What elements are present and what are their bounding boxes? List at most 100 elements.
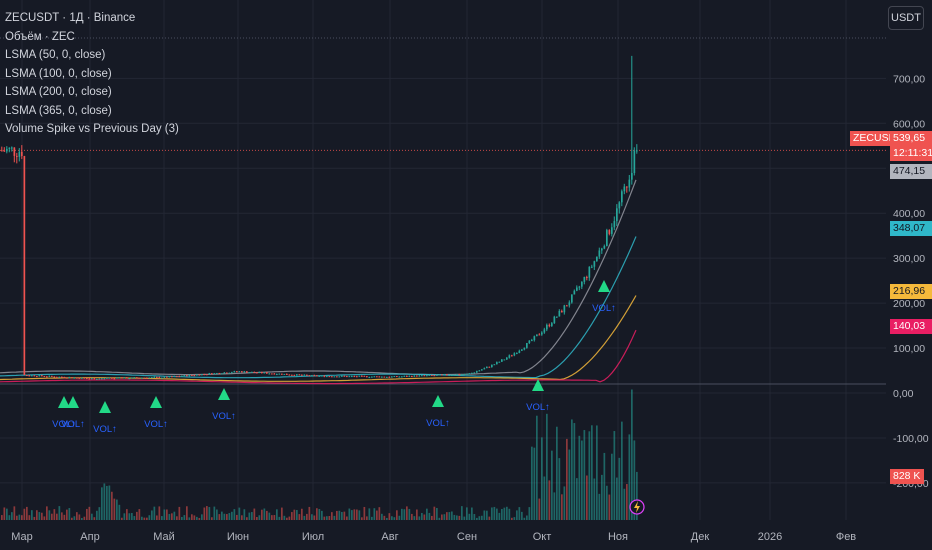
candle-body bbox=[68, 377, 71, 379]
candle-body bbox=[411, 375, 413, 377]
candle-body bbox=[563, 305, 566, 313]
volume-spike-label: VOL↑ bbox=[592, 303, 616, 314]
candle-body bbox=[78, 377, 81, 379]
candle-body bbox=[453, 374, 456, 376]
candle-body bbox=[21, 151, 23, 157]
candle-body bbox=[471, 372, 473, 374]
candle-body bbox=[316, 375, 318, 377]
volume-bar bbox=[491, 507, 493, 520]
candle-body bbox=[556, 316, 558, 318]
candle-body bbox=[361, 375, 363, 377]
volume-bar bbox=[513, 517, 516, 520]
candle-body bbox=[228, 372, 231, 374]
candle-body bbox=[401, 376, 403, 378]
y-axis-label: 100,00 bbox=[893, 343, 925, 355]
volume-bar bbox=[483, 510, 486, 520]
volume-bar bbox=[316, 508, 318, 520]
legend-lsma-100[interactable]: LSMA (100, 0, close) bbox=[5, 67, 112, 80]
x-axis-label: Ноя bbox=[608, 531, 628, 543]
volume-bar bbox=[196, 516, 198, 520]
candle-body bbox=[63, 377, 66, 379]
volume-bar bbox=[398, 515, 401, 520]
volume-bar bbox=[191, 514, 193, 520]
candle-body bbox=[601, 248, 603, 251]
candle-body bbox=[403, 375, 406, 377]
legend-lsma-365[interactable]: LSMA (365, 0, close) bbox=[5, 104, 112, 117]
candle-body bbox=[486, 366, 488, 369]
currency-button[interactable]: USDT bbox=[888, 6, 924, 30]
volume-bar bbox=[298, 514, 301, 520]
volume-bar bbox=[503, 507, 506, 520]
candle-body bbox=[346, 376, 348, 378]
candle-body bbox=[93, 378, 96, 380]
volume-bar bbox=[76, 512, 78, 520]
volume-spike-marker bbox=[99, 401, 111, 413]
x-axis-label: Окт bbox=[533, 531, 552, 543]
volume-bar bbox=[243, 509, 246, 520]
volume-bar bbox=[458, 515, 461, 520]
candle-body bbox=[163, 376, 166, 378]
volume-bar bbox=[16, 515, 18, 520]
candle-body bbox=[548, 324, 551, 326]
candle-body bbox=[66, 377, 68, 379]
candle-body bbox=[111, 377, 113, 379]
candle-body bbox=[56, 377, 58, 379]
candle-body bbox=[451, 375, 453, 377]
candle-body bbox=[158, 377, 161, 379]
legend-volume-spike[interactable]: Volume Spike vs Previous Day (3) bbox=[5, 123, 179, 135]
volume-bar bbox=[526, 515, 528, 520]
candle-body bbox=[288, 374, 291, 376]
volume-bar bbox=[283, 515, 286, 520]
volume-bar bbox=[78, 514, 81, 520]
volume-bar bbox=[31, 510, 33, 520]
volume-bar bbox=[311, 514, 313, 520]
legend-title[interactable]: ZECUSDT · 1Д · Binance bbox=[5, 12, 136, 24]
volume-bar bbox=[258, 515, 261, 520]
volume-bar bbox=[246, 517, 248, 520]
candle-body bbox=[511, 355, 513, 357]
candle-body bbox=[561, 310, 563, 313]
volume-bar bbox=[466, 507, 468, 520]
volume-bar bbox=[161, 516, 163, 520]
volume-bar bbox=[251, 512, 253, 520]
candle-body bbox=[16, 155, 18, 157]
candle-body bbox=[248, 372, 251, 374]
volume-bar bbox=[463, 516, 466, 520]
volume-bar bbox=[321, 510, 323, 520]
volume-bar bbox=[533, 447, 536, 520]
candle-body bbox=[3, 150, 6, 152]
candle-body bbox=[88, 378, 91, 380]
volume-bar bbox=[3, 507, 6, 520]
candle-body bbox=[166, 376, 168, 378]
candle-body bbox=[588, 266, 591, 278]
volume-bar bbox=[158, 506, 161, 520]
volume-bar bbox=[1, 515, 3, 520]
candle-body bbox=[246, 371, 248, 373]
candle-body bbox=[566, 305, 568, 307]
volume-bar bbox=[583, 430, 586, 520]
volume-bar bbox=[216, 509, 218, 520]
volume-bar bbox=[93, 517, 96, 520]
volume-bar bbox=[633, 440, 636, 520]
volume-bar bbox=[58, 506, 61, 520]
legend-lsma-50[interactable]: LSMA (50, 0, close) bbox=[5, 49, 106, 61]
candle-body bbox=[581, 281, 583, 287]
volume-spike-markers: VOL↑VOL↑ VOL↑ VOL↑VOL↑VOL↑VOL↑VOL↑ bbox=[52, 280, 645, 515]
candle-body bbox=[568, 302, 571, 306]
candle-body bbox=[478, 370, 481, 372]
volume-bar bbox=[306, 513, 308, 520]
candle-body bbox=[358, 375, 361, 377]
candle-body bbox=[121, 377, 123, 379]
volume-bar bbox=[308, 506, 311, 520]
legend-volume[interactable]: Объём · ZEC bbox=[5, 30, 75, 43]
candle-body bbox=[206, 374, 208, 376]
volume-bar bbox=[201, 514, 203, 520]
candle-body bbox=[28, 375, 31, 377]
volume-bar bbox=[288, 516, 291, 520]
candle-body bbox=[156, 376, 158, 378]
candle-body bbox=[466, 373, 468, 375]
volume-bar bbox=[178, 506, 181, 520]
legend-lsma-200[interactable]: LSMA (200, 0, close) bbox=[5, 86, 112, 98]
candle-body bbox=[23, 156, 26, 376]
volume-bar bbox=[331, 512, 333, 520]
